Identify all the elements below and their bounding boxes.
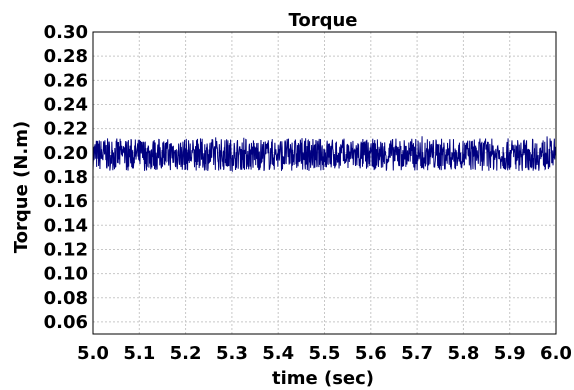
x-tick-label: 5.7 [401, 343, 433, 364]
x-tick-label: 5.8 [447, 343, 479, 364]
y-tick-label: 0.18 [44, 167, 88, 188]
x-tick-label: 5.6 [355, 343, 387, 364]
x-axis-ticks: 5.0 5.1 5.2 5.3 5.4 5.5 5.6 5.7 5.8 5.9 6.0 [77, 343, 572, 364]
torque-line [92, 136, 557, 173]
y-tick-label: 0.28 [44, 46, 88, 67]
grid [92, 31, 557, 334]
chart-title: Torque [288, 10, 357, 31]
x-tick-label: 5.3 [216, 343, 248, 364]
y-tick-label: 0.26 [44, 70, 88, 91]
y-tick-label: 0.08 [44, 288, 88, 309]
y-tick-label: 0.06 [44, 312, 88, 333]
y-axis-label: Torque (N.m) [11, 121, 32, 253]
y-tick-label: 0.20 [44, 143, 88, 164]
x-axis-label: time (sec) [272, 368, 374, 389]
x-tick-label: 5.0 [77, 343, 109, 364]
y-tick-label: 0.24 [44, 94, 88, 115]
series-torque [92, 136, 557, 173]
y-tick-label: 0.22 [44, 119, 88, 140]
x-tick-label: 5.2 [170, 343, 202, 364]
y-axis-ticks: 0.06 0.08 0.10 0.12 0.14 0.16 0.18 0.20 0.22 0.24… [44, 22, 88, 333]
x-tick-label: 5.1 [123, 343, 155, 364]
x-tick-label: 5.9 [494, 343, 526, 364]
x-tick-label: 6.0 [540, 343, 572, 364]
x-tick-label: 5.5 [309, 343, 341, 364]
plot-frame [92, 31, 557, 335]
y-tick-label: 0.12 [44, 239, 88, 260]
x-tick-label: 5.4 [262, 343, 294, 364]
y-tick-label: 0.10 [44, 264, 88, 285]
y-tick-label: 0.16 [44, 191, 88, 212]
y-tick-label: 0.30 [44, 22, 88, 43]
y-tick-label: 0.14 [44, 215, 88, 236]
